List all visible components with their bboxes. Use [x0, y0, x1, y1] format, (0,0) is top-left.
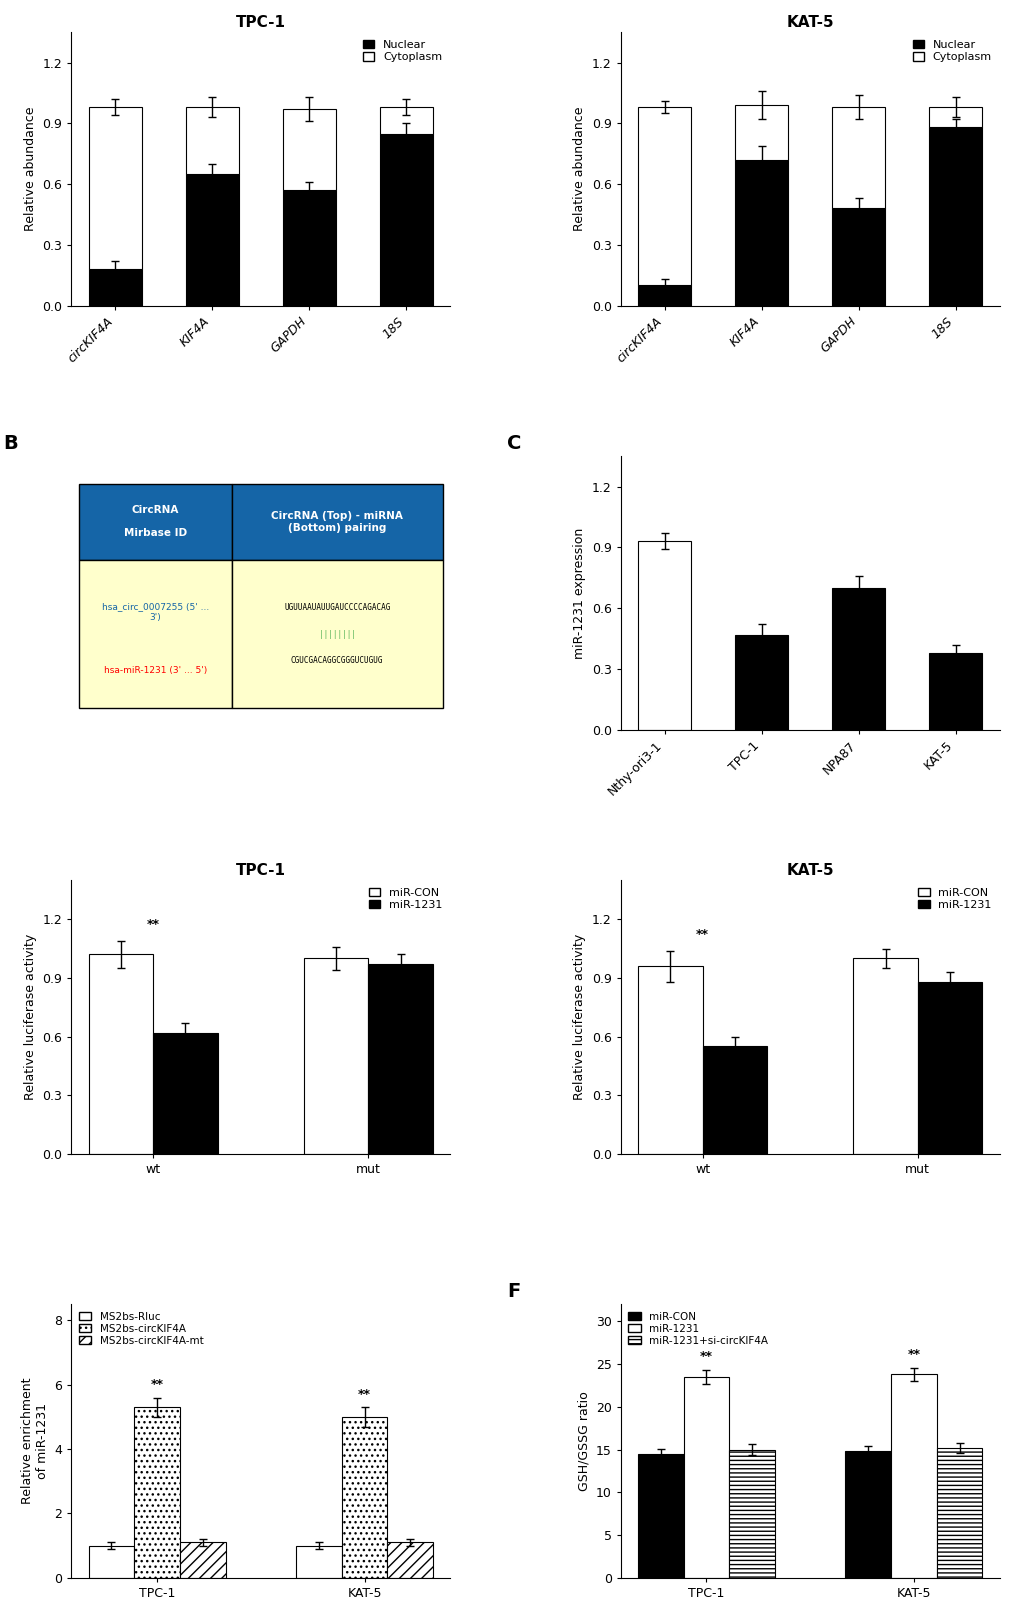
Bar — [89, 108, 142, 269]
Text: hsa-miR-1231 (3' ... 5'): hsa-miR-1231 (3' ... 5') — [104, 667, 207, 676]
Bar — [368, 964, 433, 1154]
Text: C: C — [506, 435, 521, 454]
Bar — [89, 1546, 135, 1578]
Bar — [282, 109, 335, 190]
FancyBboxPatch shape — [78, 483, 231, 560]
Legend: miR-CON, miR-1231: miR-CON, miR-1231 — [915, 886, 994, 913]
Y-axis label: Relative enrichment
of miR-1231: Relative enrichment of miR-1231 — [20, 1378, 49, 1504]
Title: KAT-5: KAT-5 — [786, 863, 834, 877]
Title: TPC-1: TPC-1 — [235, 14, 285, 29]
FancyBboxPatch shape — [231, 483, 442, 560]
Legend: MS2bs-Rluc, MS2bs-circKIF4A, MS2bs-circKIF4A-mt: MS2bs-Rluc, MS2bs-circKIF4A, MS2bs-circK… — [76, 1309, 205, 1348]
Bar — [832, 108, 884, 208]
Bar — [832, 588, 884, 729]
Bar — [304, 958, 368, 1154]
Bar — [135, 1407, 179, 1578]
Text: **: ** — [695, 927, 708, 940]
Bar — [379, 134, 433, 306]
Bar — [702, 1046, 766, 1154]
Text: **: ** — [907, 1348, 919, 1360]
Bar — [387, 1542, 433, 1578]
Bar — [179, 1542, 225, 1578]
Bar — [282, 190, 335, 306]
Bar — [185, 108, 238, 174]
Text: CGUCGACAGGCGGGUCUGUG: CGUCGACAGGCGGGUCUGUG — [290, 657, 383, 665]
Bar — [637, 541, 691, 729]
Bar — [735, 159, 788, 306]
Bar — [683, 1377, 729, 1578]
Bar — [928, 108, 981, 127]
Bar — [735, 105, 788, 159]
Bar — [852, 958, 917, 1154]
Text: **: ** — [147, 918, 160, 931]
Bar — [296, 1546, 341, 1578]
Bar — [928, 127, 981, 306]
Text: **: ** — [699, 1351, 712, 1364]
Title: TPC-1: TPC-1 — [235, 863, 285, 877]
Bar — [341, 1417, 387, 1578]
Legend: Nuclear, Cytoplasm: Nuclear, Cytoplasm — [910, 37, 994, 64]
Bar — [729, 1449, 774, 1578]
Title: KAT-5: KAT-5 — [786, 14, 834, 29]
Text: **: ** — [358, 1388, 371, 1401]
Y-axis label: Relative luciferase activity: Relative luciferase activity — [23, 934, 37, 1100]
Legend: miR-CON, miR-1231, miR-1231+si-circKIF4A: miR-CON, miR-1231, miR-1231+si-circKIF4A — [626, 1309, 769, 1348]
Bar — [153, 1032, 218, 1154]
Bar — [637, 966, 702, 1154]
Text: CircRNA (Top) - miRNA
(Bottom) pairing: CircRNA (Top) - miRNA (Bottom) pairing — [271, 510, 403, 533]
Text: F: F — [506, 1282, 520, 1301]
Bar — [379, 108, 433, 134]
Bar — [89, 269, 142, 306]
Y-axis label: miR-1231 expression: miR-1231 expression — [573, 528, 586, 658]
FancyBboxPatch shape — [231, 560, 442, 708]
Y-axis label: GSH/GSSG ratio: GSH/GSSG ratio — [577, 1391, 590, 1491]
Bar — [935, 1447, 981, 1578]
Text: hsa_circ_0007255 (5' ...
3'): hsa_circ_0007255 (5' ... 3') — [102, 602, 209, 621]
Text: **: ** — [151, 1378, 163, 1391]
Text: CircRNA

Mirbase ID: CircRNA Mirbase ID — [123, 506, 186, 538]
Bar — [917, 982, 981, 1154]
Bar — [845, 1451, 891, 1578]
Bar — [735, 634, 788, 729]
Bar — [891, 1375, 935, 1578]
Bar — [185, 174, 238, 306]
FancyBboxPatch shape — [78, 560, 231, 708]
Legend: miR-CON, miR-1231: miR-CON, miR-1231 — [367, 886, 444, 913]
Bar — [637, 285, 691, 306]
Y-axis label: Relative luciferase activity: Relative luciferase activity — [573, 934, 586, 1100]
Bar — [928, 652, 981, 729]
Text: B: B — [3, 435, 18, 454]
Y-axis label: Relative abundance: Relative abundance — [23, 106, 37, 232]
Bar — [832, 208, 884, 306]
Bar — [89, 955, 153, 1154]
Text: UGUUAAUAUUGAUCCCCAGACAG: UGUUAAUAUUGAUCCCCAGACAG — [283, 602, 390, 612]
Bar — [637, 108, 691, 285]
Legend: Nuclear, Cytoplasm: Nuclear, Cytoplasm — [361, 37, 444, 64]
Bar — [637, 1454, 683, 1578]
Y-axis label: Relative abundance: Relative abundance — [573, 106, 586, 232]
Text: ||||||||: |||||||| — [318, 630, 356, 639]
